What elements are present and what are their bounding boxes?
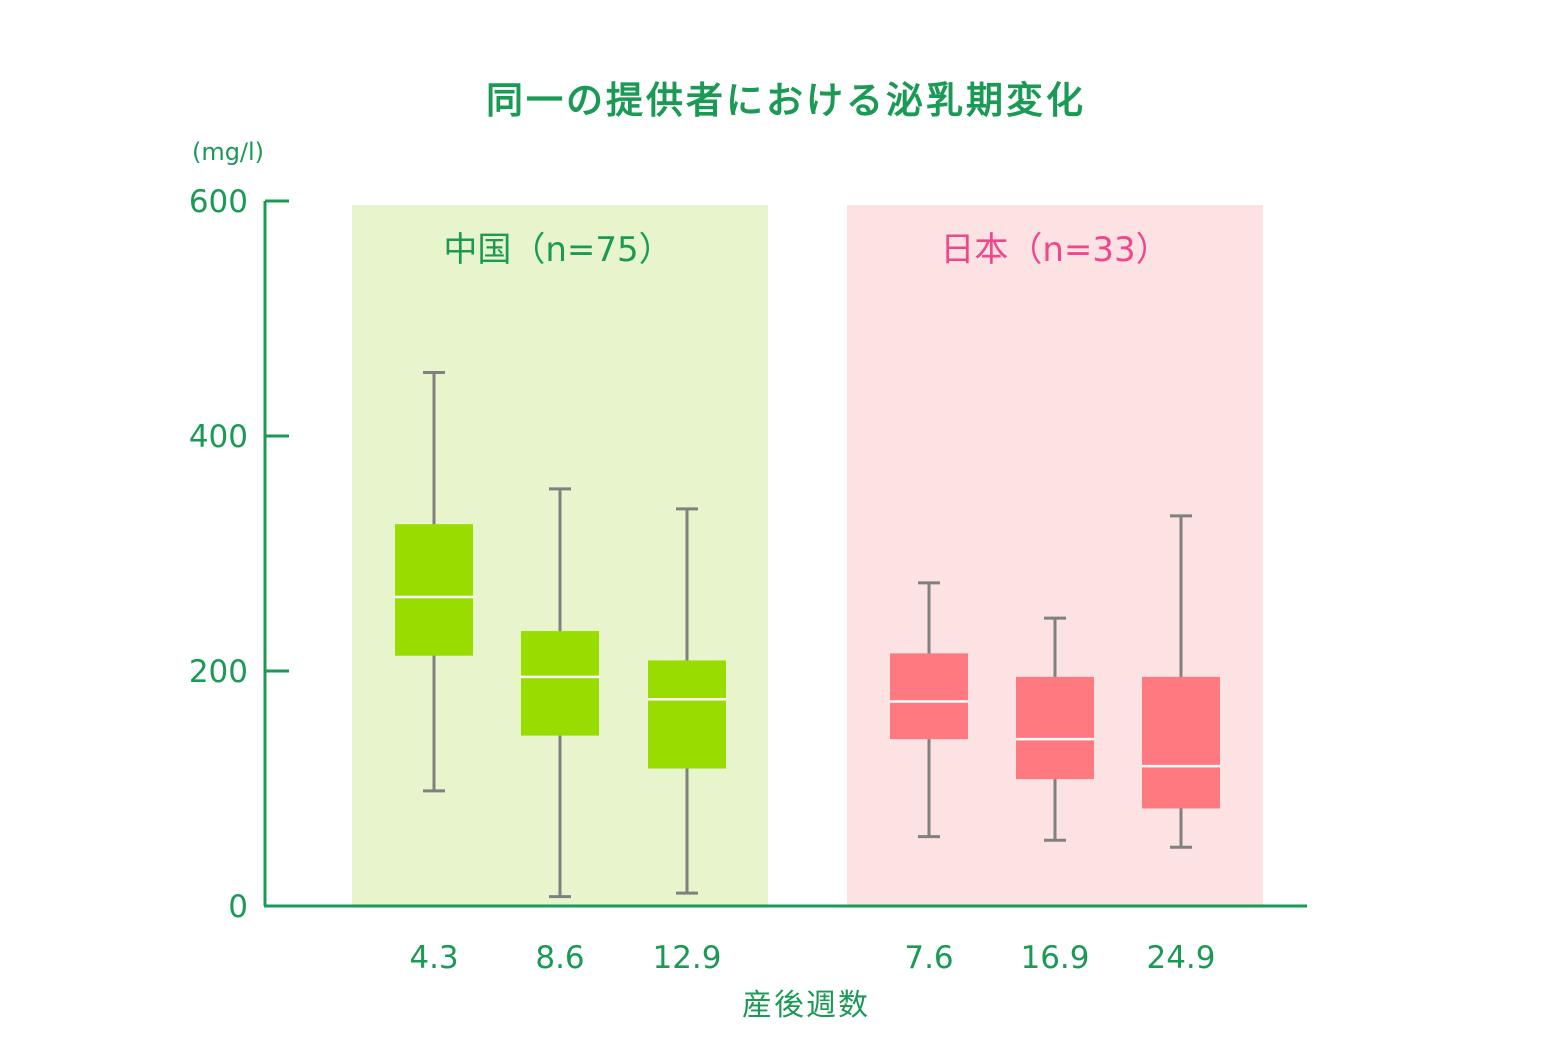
y-tick-label: 200 [189, 654, 248, 690]
y-axis: 0 200 400 600 [189, 184, 1307, 925]
x-tick-label: 16.9 [1020, 940, 1089, 976]
x-axis-title: 産後週数 [742, 988, 870, 1023]
x-tick-label: 12.9 [652, 940, 721, 976]
group-bands: 中国（n=75） 日本（n=33） [352, 205, 1263, 906]
iqr-box [890, 653, 968, 740]
group-label-china: 中国（n=75） [443, 230, 672, 270]
x-tick-label: 24.9 [1146, 940, 1215, 976]
box-china-8.6 [521, 487, 599, 899]
x-tick-label: 4.3 [409, 940, 458, 976]
box-series [395, 371, 1220, 899]
box-japan-16.9 [1016, 616, 1094, 842]
y-axis-unit-label: (mg/l) [192, 138, 264, 166]
box-china-12.9 [648, 507, 726, 895]
iqr-box [521, 631, 599, 736]
box-japan-24.9 [1142, 514, 1220, 849]
x-tick-labels: 4.3 8.6 12.9 7.6 16.9 24.9 [409, 940, 1215, 976]
iqr-box [1142, 676, 1220, 809]
x-tick-label: 8.6 [535, 940, 584, 976]
x-tick-label: 7.6 [904, 940, 953, 976]
iqr-box [395, 524, 473, 656]
iqr-box [648, 660, 726, 769]
chart-title: 同一の提供者における泌乳期変化 [486, 79, 1086, 122]
y-tick-label: 0 [228, 889, 248, 925]
box-japan-7.6 [890, 581, 968, 839]
y-tick-label: 400 [189, 419, 248, 455]
y-tick-label: 600 [189, 184, 248, 220]
box-china-4.3 [395, 371, 473, 793]
iqr-box [1016, 676, 1094, 780]
group-label-japan: 日本（n=33） [940, 230, 1169, 270]
